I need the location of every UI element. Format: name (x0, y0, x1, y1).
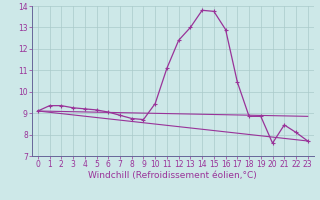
X-axis label: Windchill (Refroidissement éolien,°C): Windchill (Refroidissement éolien,°C) (88, 171, 257, 180)
